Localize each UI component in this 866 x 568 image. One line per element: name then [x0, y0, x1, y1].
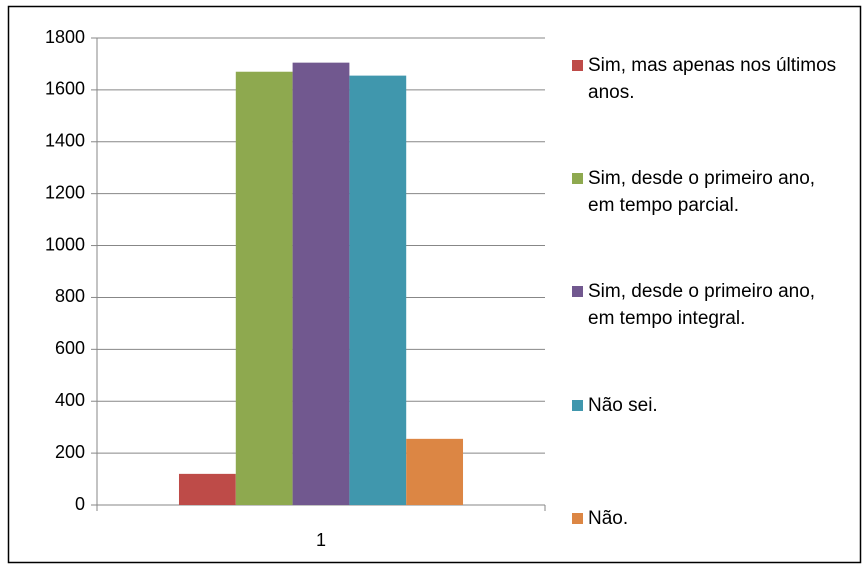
legend-swatch — [572, 286, 583, 297]
y-tick-label: 1600 — [45, 79, 85, 99]
legend-swatch — [572, 173, 583, 184]
legend-swatch — [572, 400, 583, 411]
bar — [292, 62, 350, 506]
legend-item: Sim, mas apenas nos últimos anos. — [572, 52, 842, 106]
y-tick-label: 1000 — [45, 234, 85, 254]
bar — [406, 438, 464, 505]
bar — [235, 71, 293, 505]
y-tick-label: 800 — [55, 286, 85, 306]
bar — [349, 75, 407, 505]
legend-label: Sim, mas apenas nos últimos anos. — [588, 55, 837, 103]
chart-border — [7, 5, 862, 564]
legend-label: Sim, desde o primeiro ano, em tempo parc… — [588, 168, 816, 216]
legend-label: Não. — [588, 508, 629, 529]
y-tick-label: 200 — [55, 442, 85, 462]
legend-item: Não sei. — [572, 392, 842, 419]
legend-item: Sim, desde o primeiro ano, em tempo parc… — [572, 165, 842, 219]
legend-swatch — [572, 60, 583, 71]
y-tick-label: 1800 — [45, 27, 85, 47]
bar — [178, 473, 236, 505]
legend-item: Sim, desde o primeiro ano, em tempo inte… — [572, 278, 842, 332]
legend-item: Não. — [572, 505, 842, 532]
legend-swatch — [572, 513, 583, 524]
y-tick-label: 600 — [55, 338, 85, 358]
y-tick-label: 1200 — [45, 182, 85, 202]
legend-label: Sim, desde o primeiro ano, em tempo inte… — [588, 281, 816, 329]
x-tick-label: 1 — [316, 530, 326, 550]
legend-label: Não sei. — [588, 395, 658, 416]
y-tick-label: 1400 — [45, 131, 85, 151]
y-tick-label: 0 — [75, 494, 85, 514]
y-tick-label: 400 — [55, 390, 85, 410]
